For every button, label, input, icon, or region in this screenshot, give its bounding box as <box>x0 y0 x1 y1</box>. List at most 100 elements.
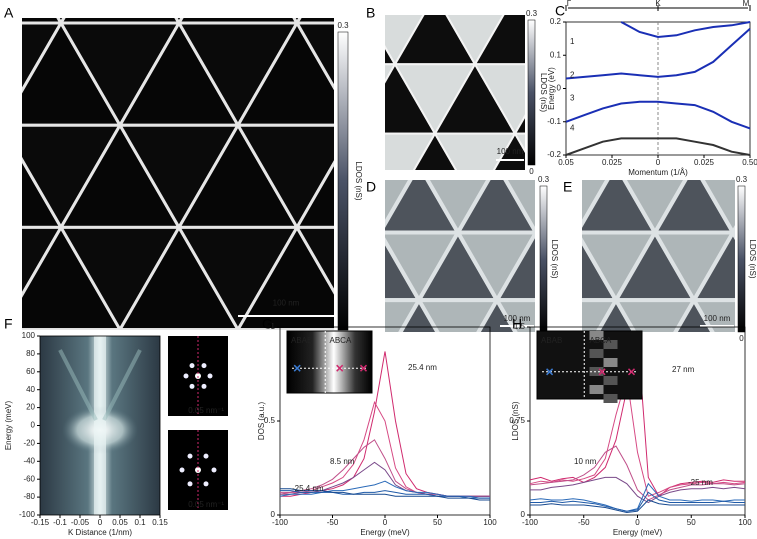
series-line <box>565 137 751 156</box>
triangle <box>0 0 2 23</box>
triangle <box>235 328 334 330</box>
colorbar-max: 0.3 <box>538 175 550 184</box>
image <box>385 180 535 436</box>
panel-label: C <box>555 3 565 19</box>
x-tick-label: 100 <box>483 518 497 527</box>
x-axis-label: Energy (meV) <box>613 528 663 537</box>
image <box>460 180 757 436</box>
fft-scale: 0.05 nm⁻¹ <box>188 406 224 415</box>
y-tick-label: -100 <box>19 510 36 519</box>
fft-spot <box>187 481 193 487</box>
x-tick-label: -0.15 <box>31 518 50 527</box>
triangle <box>0 125 2 227</box>
colorbar-label: LDOS (nS) <box>539 73 548 112</box>
fft-spot <box>179 467 185 473</box>
scale-bar-label: 100 nm <box>704 314 731 323</box>
inset-tile <box>589 367 604 376</box>
colorbar <box>527 19 536 166</box>
y-tick-label: -80 <box>23 492 35 501</box>
triangle <box>419 368 497 436</box>
triangle <box>0 23 2 125</box>
x-tick-label: 0.025 <box>602 158 623 167</box>
x-tick-label: 0.025 <box>694 158 715 167</box>
band-label: 3 <box>570 94 575 103</box>
band-label: 4 <box>570 124 575 133</box>
triangle <box>176 18 300 25</box>
x-tick-label: 100 <box>738 518 752 527</box>
x-axis-label: K Distance (1/nm) <box>68 528 132 537</box>
y-tick-label: 60 <box>26 367 35 376</box>
band-label: 1 <box>570 37 575 46</box>
fft-spot <box>189 383 195 389</box>
y-tick-label: -40 <box>23 456 35 465</box>
series-line <box>529 482 745 512</box>
y-tick-label: -60 <box>23 474 35 483</box>
triangle <box>294 225 334 295</box>
panel-label: D <box>366 179 376 195</box>
inset-tile <box>603 394 618 403</box>
heatmap-band <box>94 336 106 515</box>
panel-label: F <box>4 316 13 332</box>
y-tick-label: 0 <box>271 510 276 519</box>
y-tick-label: -20 <box>23 439 35 448</box>
triangle <box>117 328 241 330</box>
series-line <box>279 400 490 497</box>
series-line <box>530 491 745 512</box>
y-tick-label: 0 <box>557 84 562 93</box>
panel-label: G <box>262 316 273 332</box>
x-tick-label: 50 <box>687 518 696 527</box>
colorbar <box>337 31 349 331</box>
image <box>385 15 525 170</box>
inset-marker <box>598 368 606 376</box>
y-axis-label: DOS (a.u.) <box>257 402 266 441</box>
triangle <box>493 298 535 332</box>
x-tick-label: -100 <box>272 518 289 527</box>
series-line <box>280 490 490 499</box>
triangle <box>493 230 535 303</box>
y-tick-label: -0.2 <box>547 150 561 159</box>
scale-bar-label: 100 nm <box>497 147 524 156</box>
panel-label: H <box>512 316 522 332</box>
triangle <box>385 298 423 332</box>
inset-marker <box>627 368 636 376</box>
triangle <box>415 298 501 332</box>
fft-spot <box>203 481 209 487</box>
fft-spot <box>183 373 189 379</box>
x-tick-label: -50 <box>327 518 339 527</box>
colorbar-max: 0.3 <box>337 21 349 30</box>
y-tick-label: 0.5 <box>264 416 276 425</box>
x-tick-label: 0.15 <box>152 518 168 527</box>
series-line <box>530 499 745 514</box>
panel-label: A <box>4 5 14 21</box>
x-tick-label: 0 <box>635 518 640 527</box>
triangle <box>460 368 538 436</box>
triangle <box>473 63 525 136</box>
x-axis-label: Momentum (1/Å) <box>628 168 688 177</box>
fft-spot <box>203 453 209 459</box>
inset-tile <box>589 349 604 358</box>
triangle <box>22 328 123 330</box>
inset-tile <box>603 358 618 367</box>
inset-label: ABAB <box>291 336 312 345</box>
inset-tile <box>603 376 618 385</box>
y-tick-label: 80 <box>26 349 35 358</box>
inset-tile <box>589 385 604 394</box>
y-tick-label: 0.75 <box>509 416 525 425</box>
triangle <box>503 180 535 235</box>
colorbar-max: 0.3 <box>736 175 748 184</box>
colorbar-label: LDOS (nS) <box>354 161 363 200</box>
inset-marker <box>546 368 554 376</box>
annotation: 10 nm <box>574 457 597 466</box>
triangle <box>513 132 525 153</box>
x-tick-label: 0.50 <box>742 158 757 167</box>
series-line <box>530 476 746 504</box>
scale-bar-label: 100 nm <box>273 298 300 307</box>
x-tick-label: 0.1 <box>134 518 146 527</box>
plot-frame <box>279 326 491 516</box>
annotation: 8.5 nm <box>330 457 355 466</box>
colorbar-label: LDOS (nS) <box>748 239 757 278</box>
y-tick-label: 20 <box>26 403 35 412</box>
triangle <box>694 368 757 436</box>
x-axis-label: Energy (meV) <box>360 528 410 537</box>
